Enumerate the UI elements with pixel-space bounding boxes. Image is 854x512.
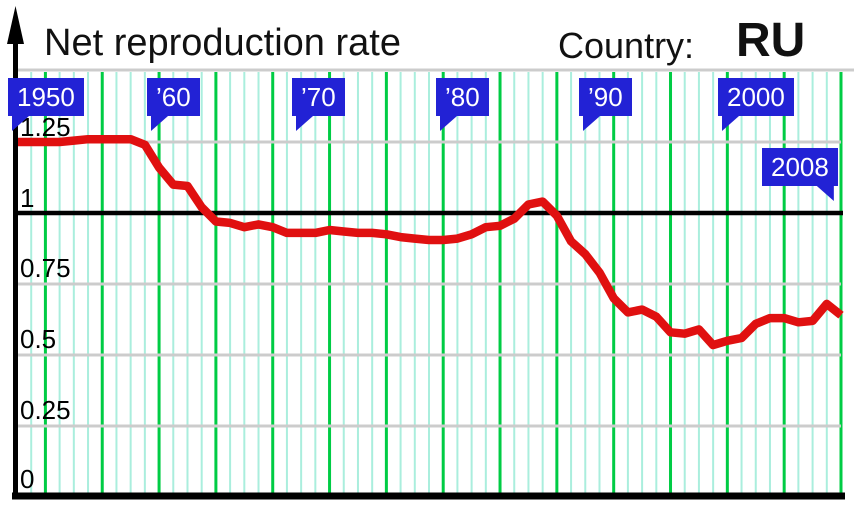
chart-title: Net reproduction rate: [44, 22, 401, 64]
year-flag-1950: 1950: [8, 78, 84, 131]
year-flag-1970: ’70: [292, 78, 345, 131]
year-flag-1960-label: ’60: [156, 82, 191, 112]
year-flag-1990-label: ’90: [588, 82, 623, 112]
year-flag-1990: ’90: [579, 78, 632, 131]
data-line-net-reproduction-rate: [17, 134, 844, 350]
country-code: RU: [736, 14, 806, 67]
y-axis-label-0-25: 0.25: [20, 395, 71, 425]
y-axis-arrow-icon: [7, 6, 24, 44]
year-flag-1970-label: ’70: [301, 82, 336, 112]
year-flag-2008: 2008: [762, 148, 838, 201]
year-flag-2000: 2000: [718, 78, 794, 131]
country-label: Country:: [558, 25, 695, 66]
year-flag-1950-label: 1950: [17, 82, 75, 112]
year-flag-1980: ’80: [436, 78, 489, 131]
year-flag-2008-label: 2008: [771, 152, 829, 182]
year-flag-1980-label: ’80: [445, 82, 480, 112]
y-axis-label-1-25: 1.25: [20, 112, 71, 142]
year-flag-2000-label: 2000: [727, 82, 785, 112]
y-axis-label-0-75: 0.75: [20, 253, 71, 283]
year-flag-1960: ’60: [147, 78, 200, 131]
y-axis-label-0: 0: [20, 464, 35, 494]
y-axis-label-1: 1: [20, 183, 35, 213]
y-axis-label-0-5: 0.5: [20, 324, 57, 354]
